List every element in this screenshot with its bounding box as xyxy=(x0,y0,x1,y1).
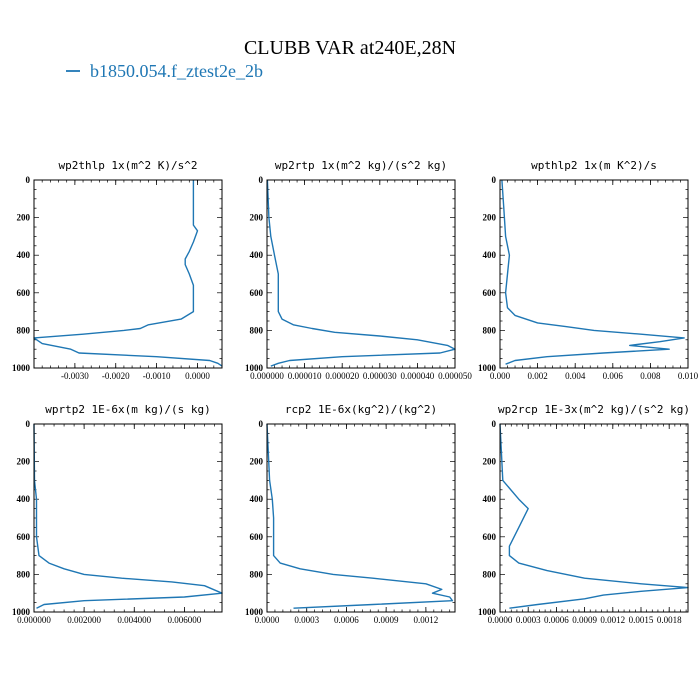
y-tick-label: 400 xyxy=(17,494,31,504)
x-tick-label: 0.000040 xyxy=(401,371,435,381)
figure-title: CLUBB VAR at240E,28N xyxy=(244,37,456,59)
y-tick-label: 600 xyxy=(250,532,264,542)
x-tick-label: 0.0003 xyxy=(294,615,319,625)
y-tick-label: 800 xyxy=(483,325,497,335)
y-tick-label: 600 xyxy=(483,532,497,542)
series-line xyxy=(499,423,689,609)
y-tick-label: 200 xyxy=(483,213,497,223)
x-tick-label: 0.002000 xyxy=(67,615,101,625)
y-tick-label: 600 xyxy=(17,532,31,542)
panel-5: rcp2 1E-6x(kg^2)/(kg^2) 0 200 400 600 800 1000… xyxy=(245,403,456,625)
x-tick-label: 0.000000 xyxy=(250,371,284,381)
panel-title: wp2rcp 1E-3x(m^2 kg)/(s^2 kg) xyxy=(498,403,690,416)
plot-frame xyxy=(266,423,456,613)
x-tick-label: 0.004000 xyxy=(117,615,151,625)
y-tick-label: 400 xyxy=(250,494,264,504)
y-tick-label: 0 xyxy=(26,419,31,429)
y-tick-label: 200 xyxy=(17,457,31,467)
x-tick-label: 0.006 xyxy=(603,371,624,381)
y-tick-label: 200 xyxy=(250,213,264,223)
y-tick-label: 0 xyxy=(259,419,264,429)
x-tick-label: 0.000000 xyxy=(17,615,51,625)
x-tick-label: 0.000010 xyxy=(288,371,322,381)
series-line xyxy=(266,423,454,609)
y-tick-label: 1000 xyxy=(478,363,497,373)
y-tick-label: 0 xyxy=(26,175,31,185)
x-tick-label: -0.0030 xyxy=(61,371,89,381)
y-tick-label: 200 xyxy=(250,457,264,467)
y-tick-label: 1000 xyxy=(12,607,31,617)
y-tick-label: 1000 xyxy=(478,607,497,617)
x-tick-label: 0.0012 xyxy=(413,615,438,625)
panel-3: wpthlp2 1x(m K^2)/s020040060080010000.00… xyxy=(478,159,699,381)
plot-frame xyxy=(499,423,689,613)
x-tick-label: 0.002 xyxy=(527,371,547,381)
panels: wp2thlp 1x(m^2 K)/s^2 0 200 400 600 800 1000 -0… xyxy=(12,159,699,625)
panel-title: wpthlp2 1x(m K^2)/s xyxy=(531,159,657,172)
y-tick-label: 600 xyxy=(250,288,264,298)
series-line xyxy=(501,179,685,365)
x-tick-label: 0.000020 xyxy=(325,371,359,381)
x-tick-label: 0.000050 xyxy=(438,371,472,381)
y-tick-label: 800 xyxy=(17,569,31,579)
panel-title: wp2thlp 1x(m^2 K)/s^2 xyxy=(58,159,197,172)
y-tick-label: 200 xyxy=(483,457,497,467)
panel-2: wp2rtp 1x(m^2 kg)/(s^2 kg) 0 200 400 600 800 1… xyxy=(245,159,472,381)
x-tick-label: 0.0006 xyxy=(544,615,569,625)
x-tick-label: 0.0000 xyxy=(488,615,513,625)
y-tick-label: 0 xyxy=(259,175,264,185)
plot-frame xyxy=(499,179,689,369)
x-tick-label: 0.0015 xyxy=(629,615,654,625)
y-tick-label: 800 xyxy=(483,569,497,579)
x-tick-label: 0.0012 xyxy=(600,615,625,625)
x-tick-label: 0.0018 xyxy=(657,615,682,625)
panel-title: wprtp2 1E-6x(m kg)/(s kg) xyxy=(45,403,211,416)
panel-title: wp2rtp 1x(m^2 kg)/(s^2 kg) xyxy=(275,159,447,172)
series-line xyxy=(33,180,223,367)
y-tick-label: 600 xyxy=(483,288,497,298)
x-tick-label: 0.010 xyxy=(678,371,699,381)
y-tick-label: 1000 xyxy=(12,363,31,373)
x-tick-label: 0.000030 xyxy=(363,371,397,381)
x-tick-label: 0.0006 xyxy=(334,615,359,625)
x-tick-label: 0.000 xyxy=(490,371,511,381)
y-tick-label: 200 xyxy=(17,213,31,223)
x-tick-label: 0.0009 xyxy=(374,615,399,625)
y-tick-label: 1000 xyxy=(245,363,264,373)
plot-frame xyxy=(266,179,456,369)
x-tick-label: 0.008 xyxy=(640,371,661,381)
panel-title: rcp2 1E-6x(kg^2)/(kg^2) xyxy=(285,403,437,416)
x-tick-label: -0.0020 xyxy=(102,371,130,381)
panel-1: wp2thlp 1x(m^2 K)/s^2 0 200 400 600 800 1000 -0… xyxy=(12,159,223,381)
x-tick-label: 0.0009 xyxy=(572,615,597,625)
series-line xyxy=(33,423,223,609)
y-tick-label: 400 xyxy=(483,250,497,260)
y-tick-label: 400 xyxy=(17,250,31,260)
x-tick-label: 0.0003 xyxy=(516,615,541,625)
y-tick-label: 400 xyxy=(483,494,497,504)
plot-frame xyxy=(33,179,223,369)
y-tick-label: 400 xyxy=(250,250,264,260)
x-tick-label: 0.0000 xyxy=(185,371,210,381)
y-tick-label: 800 xyxy=(250,569,264,579)
y-tick-label: 0 xyxy=(492,419,497,429)
plot-frame xyxy=(33,423,223,613)
y-tick-label: 1000 xyxy=(245,607,264,617)
y-tick-label: 0 xyxy=(492,175,497,185)
panel-4: wprtp2 1E-6x(m kg)/(s kg) 0 200 400 600 800 10… xyxy=(12,403,223,625)
x-tick-label: 0.006000 xyxy=(168,615,202,625)
legend-label: b1850.054.f_ztest2e_2b xyxy=(90,61,263,81)
x-tick-label: 0.0000 xyxy=(255,615,280,625)
x-tick-label: 0.004 xyxy=(565,371,586,381)
y-tick-label: 800 xyxy=(17,325,31,335)
panel-6: wp2rcp 1E-3x(m^2 kg)/(s^2 kg)0 200 400 600 8… xyxy=(478,403,690,625)
y-tick-label: 600 xyxy=(17,288,31,298)
x-tick-label: -0.0010 xyxy=(143,371,171,381)
series-line xyxy=(266,179,456,367)
y-tick-label: 800 xyxy=(250,325,264,335)
